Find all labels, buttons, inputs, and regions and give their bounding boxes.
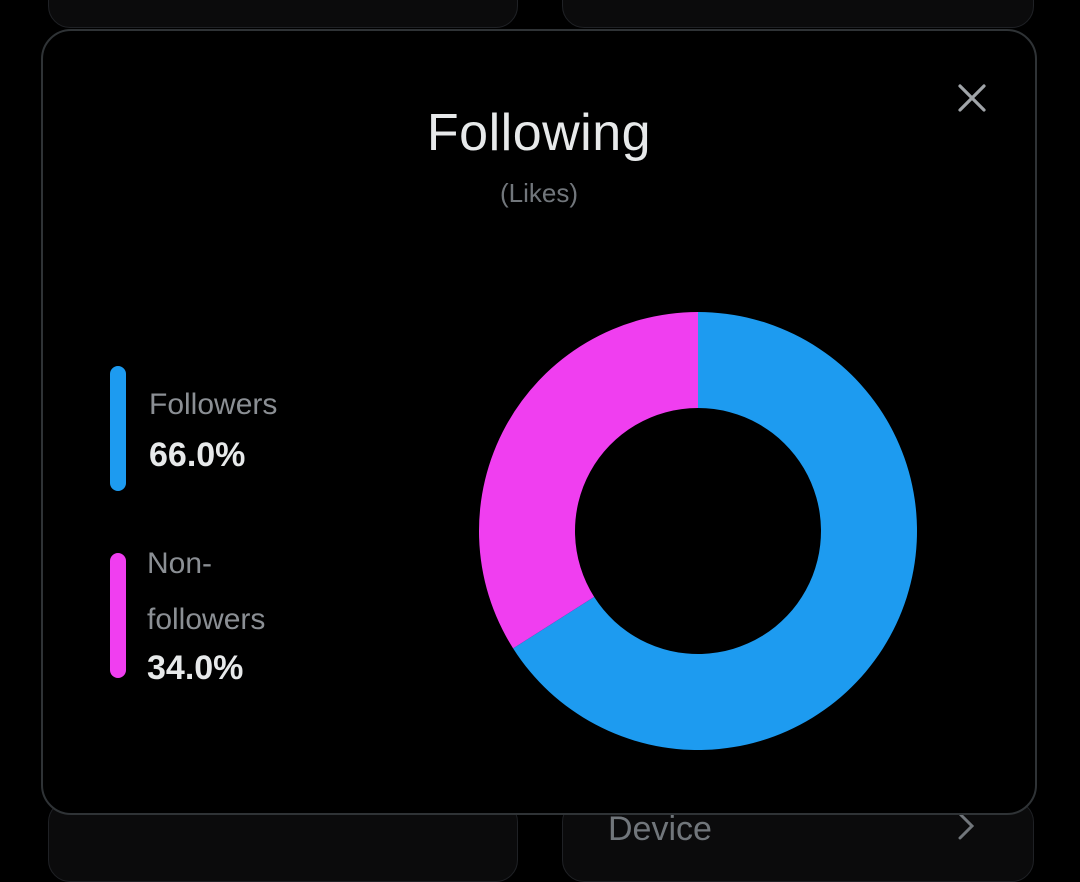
legend-bar-non-followers	[110, 553, 126, 678]
chevron-right-icon	[958, 812, 975, 840]
legend-bar-followers	[110, 366, 126, 491]
modal-subtitle: (Likes)	[499, 178, 578, 208]
close-icon[interactable]	[953, 79, 991, 117]
donut-slice-followers[interactable]	[513, 312, 917, 750]
legend-label-non-followers: Non-followers	[147, 547, 266, 636]
donut-chart	[479, 312, 917, 750]
background-card-top-left	[48, 0, 518, 28]
following-likes-modal: Following (Likes) Followers 66.0% Non-fo…	[41, 29, 1037, 815]
device-card-label: Device	[608, 810, 712, 848]
legend-label-followers: Followers	[149, 388, 278, 421]
background-card-top-right	[562, 0, 1034, 28]
legend-value-followers: 66.0%	[149, 436, 246, 474]
donut-slice-non-followers[interactable]	[479, 312, 698, 649]
modal-title: Following	[426, 104, 652, 162]
legend-value-non-followers: 34.0%	[147, 649, 244, 687]
